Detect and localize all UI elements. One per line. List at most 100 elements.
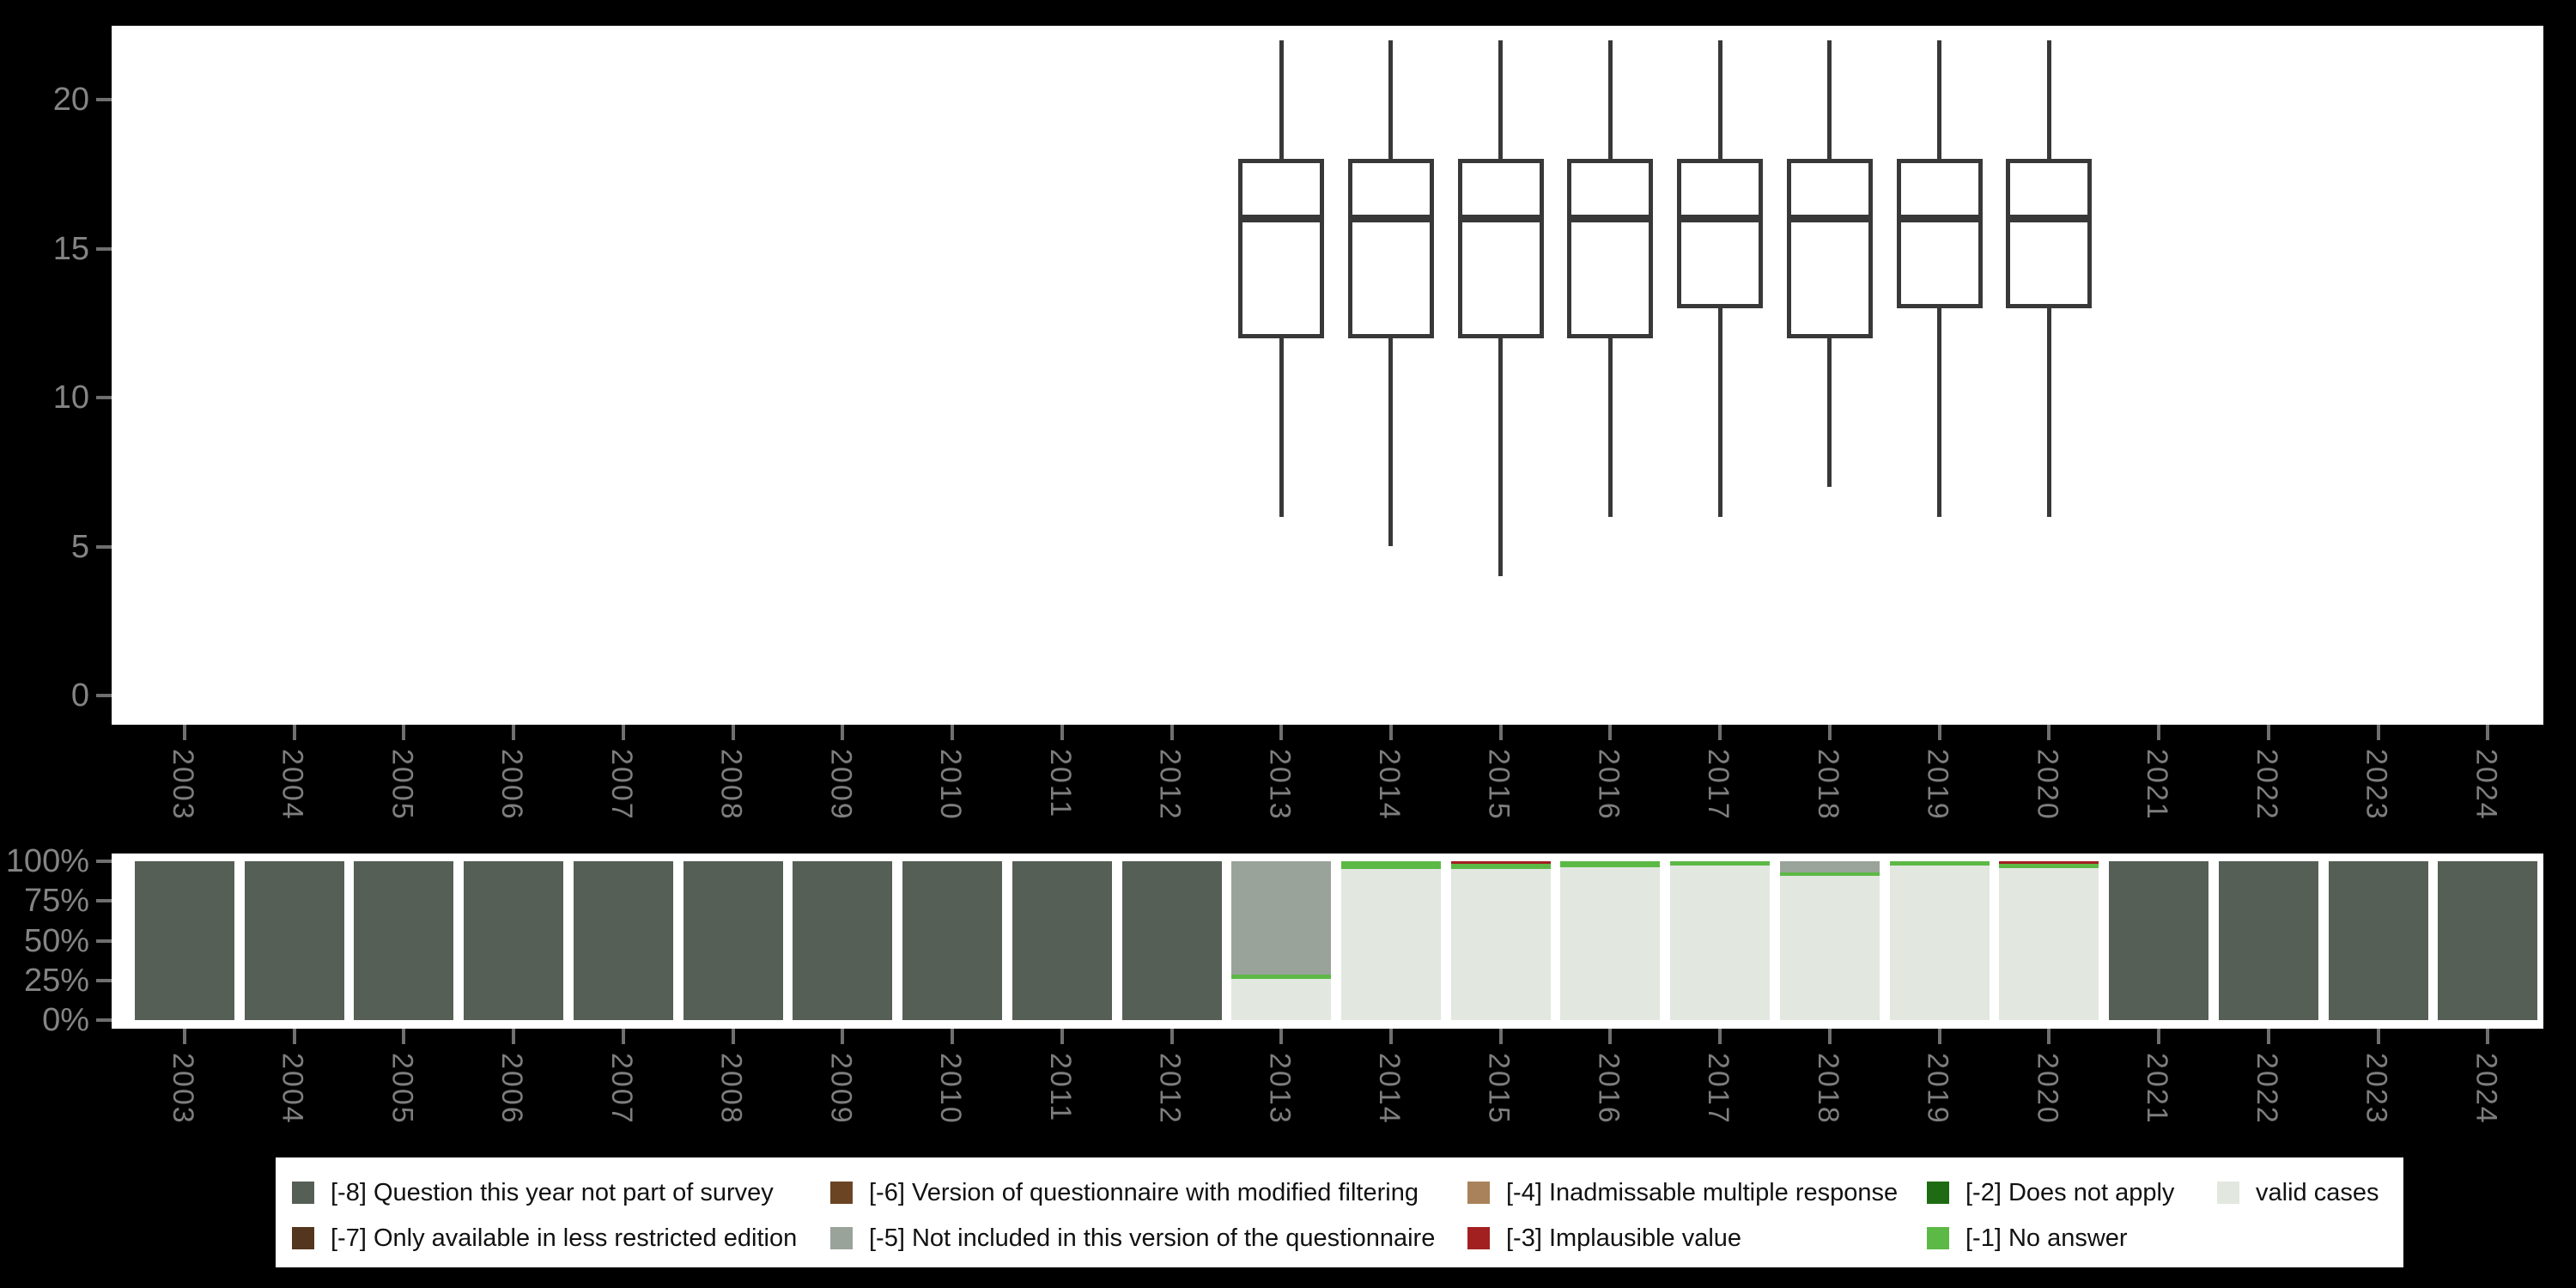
bar-segment--8 xyxy=(354,861,454,1020)
stacked-bar-y-tick xyxy=(96,978,112,982)
whisker-lower xyxy=(1607,337,1613,517)
bar-segment--8 xyxy=(2438,861,2538,1020)
boxplot-x-tick xyxy=(1170,725,1174,740)
bar-segment--8 xyxy=(2109,861,2209,1020)
whisker-upper xyxy=(1607,39,1613,160)
boxplot-x-year-label: 2016 xyxy=(1592,749,1625,821)
stacked-bar-x-year-label: 2013 xyxy=(1263,1053,1297,1125)
boxplot-x-tick xyxy=(1608,725,1613,740)
median-line xyxy=(1896,215,1983,223)
boxplot-x-tick xyxy=(621,725,625,740)
legend-label--3: [-3] Implausible value xyxy=(1506,1224,1742,1252)
boxplot-x-tick xyxy=(2157,725,2161,740)
bar-segment--8 xyxy=(1121,861,1222,1020)
legend-label--1: [-1] No answer xyxy=(1965,1224,2128,1252)
median-line xyxy=(1567,215,1654,223)
bar-segment--1 xyxy=(1999,863,2099,869)
whisker-lower xyxy=(1279,337,1284,517)
bar-segment--1 xyxy=(1670,861,1771,866)
stacked-bar-x-tick xyxy=(1060,1029,1064,1044)
stacked-bar-x-year-label: 2014 xyxy=(1372,1053,1406,1125)
boxplot-x-year-label: 2020 xyxy=(2031,749,2064,821)
boxplot-x-year-label: 2019 xyxy=(1921,749,1954,821)
stacked-bar-y-tick-label: 75% xyxy=(23,883,89,920)
whisker-upper xyxy=(1937,39,1942,160)
stacked-bar-x-tick xyxy=(1498,1029,1503,1044)
stacked-bar-x-tick xyxy=(2047,1029,2051,1044)
bar-segment--8 xyxy=(1012,861,1112,1020)
bar-segment--1 xyxy=(1231,975,1332,979)
whisker-upper xyxy=(1279,39,1284,160)
bar-segment--1 xyxy=(1340,861,1441,870)
whisker-lower xyxy=(1388,337,1394,547)
boxplot-y-tick-label: 15 xyxy=(52,230,89,267)
boxplot-x-tick xyxy=(512,725,516,740)
bar-segment--3 xyxy=(1450,861,1551,864)
bar-segment-valid xyxy=(1779,875,1880,1020)
stacked-bar-panel xyxy=(112,854,2543,1029)
stacked-bar-x-tick xyxy=(841,1029,845,1044)
boxplot-y-tick xyxy=(96,694,112,697)
boxplot-x-tick xyxy=(2266,725,2270,740)
legend-swatch-valid xyxy=(2217,1182,2239,1204)
stacked-bar-x-year-label: 2012 xyxy=(1153,1053,1187,1125)
stacked-bar-y-tick xyxy=(96,860,112,863)
whisker-lower xyxy=(1937,307,1942,517)
boxplot-y-tick-label: 10 xyxy=(52,380,89,416)
stacked-bar-x-tick xyxy=(1718,1029,1722,1044)
bar-segment-valid xyxy=(1999,868,2099,1020)
stacked-bar-x-year-label: 2004 xyxy=(276,1053,309,1125)
boxplot-x-tick xyxy=(183,725,186,740)
boxplot-x-tick xyxy=(402,725,406,740)
stacked-bar-x-tick xyxy=(402,1029,406,1044)
whisker-upper xyxy=(1717,39,1722,160)
bar-segment--5 xyxy=(1779,861,1880,872)
whisker-lower xyxy=(1827,337,1832,488)
legend-swatch--3 xyxy=(1467,1227,1490,1249)
bar-segment-valid xyxy=(1340,869,1441,1020)
bar-segment--1 xyxy=(1889,861,1990,866)
legend: [-8] Question this year not part of surv… xyxy=(276,1157,2403,1267)
stacked-bar-y-tick xyxy=(96,899,112,903)
bar-segment--8 xyxy=(464,861,564,1020)
iqr-box xyxy=(1567,159,1654,338)
boxplot-x-year-label: 2018 xyxy=(1811,749,1844,821)
legend-swatch--4 xyxy=(1467,1182,1490,1204)
legend-swatch--8 xyxy=(292,1182,314,1204)
boxplot-x-year-label: 2013 xyxy=(1263,749,1297,821)
bar-segment--8 xyxy=(2328,861,2428,1020)
whisker-upper xyxy=(2046,39,2051,160)
stacked-bar-x-tick xyxy=(1279,1029,1284,1044)
boxplot-x-tick xyxy=(1498,725,1503,740)
boxplot-x-tick xyxy=(1279,725,1284,740)
bar-segment--8 xyxy=(683,861,783,1020)
stacked-bar-x-tick xyxy=(951,1029,955,1044)
bar-segment--8 xyxy=(793,861,893,1020)
boxplot-y-tick-label: 0 xyxy=(70,677,89,714)
stacked-bar-x-year-label: 2021 xyxy=(2141,1053,2174,1125)
bar-segment--8 xyxy=(244,861,344,1020)
stacked-bar-x-tick xyxy=(2376,1029,2380,1044)
boxplot-x-year-label: 2007 xyxy=(605,749,638,821)
boxplot-x-year-label: 2006 xyxy=(495,749,529,821)
median-line xyxy=(2006,215,2093,223)
boxplot-x-tick xyxy=(1388,725,1393,740)
iqr-box xyxy=(1238,159,1325,338)
boxplot-x-tick xyxy=(1937,725,1941,740)
whisker-upper xyxy=(1498,39,1504,160)
stacked-bar-x-year-label: 2003 xyxy=(167,1053,199,1125)
iqr-box xyxy=(2006,159,2093,308)
boxplot-x-tick xyxy=(292,725,296,740)
iqr-box xyxy=(1347,159,1434,338)
boxplot-x-tick xyxy=(1718,725,1722,740)
bar-segment--5 xyxy=(1231,861,1332,975)
stacked-bar-x-year-label: 2016 xyxy=(1592,1053,1625,1125)
boxplot-y-tick xyxy=(96,98,112,101)
iqr-box xyxy=(1457,159,1544,338)
stacked-bar-x-tick xyxy=(1388,1029,1393,1044)
stacked-bar-x-tick xyxy=(1170,1029,1174,1044)
bar-segment--8 xyxy=(135,861,234,1020)
whisker-upper xyxy=(1827,39,1832,160)
whisker-lower xyxy=(2046,307,2051,517)
legend-label--4: [-4] Inadmissable multiple response xyxy=(1506,1179,1899,1206)
